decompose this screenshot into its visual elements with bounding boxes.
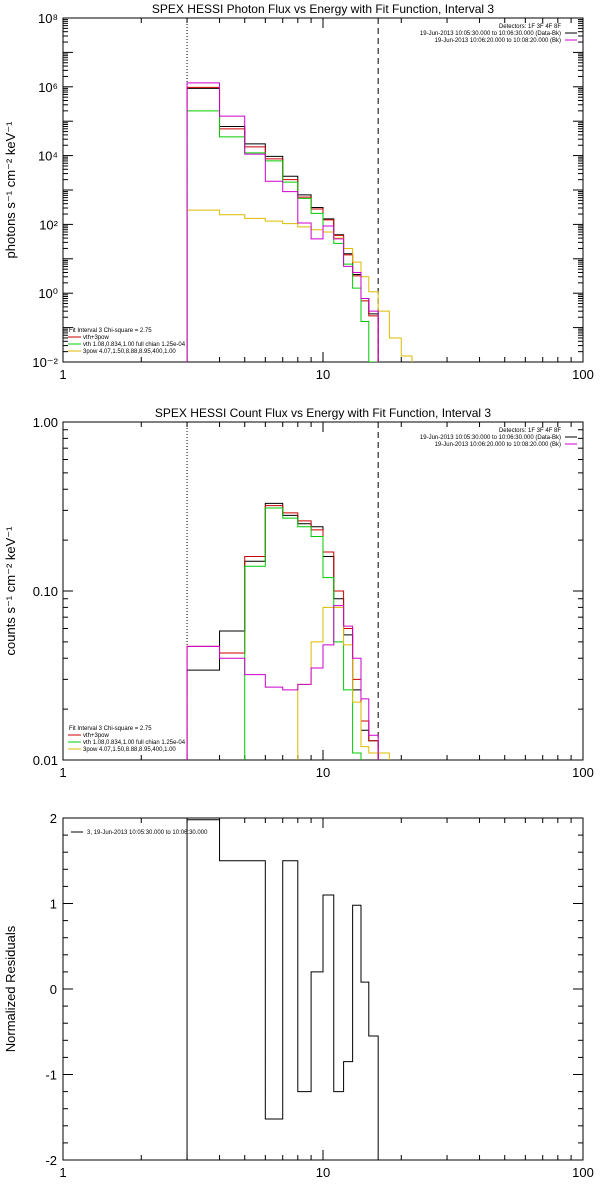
plot-panel-3: Normalized Residuals 1 10 100 -2 -1 0 1 2 3, 19-J… xyxy=(3,811,594,1180)
legend-entry: Detectors: 1F 3F 4F 8F xyxy=(499,24,561,30)
plot-frame xyxy=(62,421,584,761)
series-line-bk xyxy=(186,82,379,362)
x-axis: 1 10 100 xyxy=(59,18,594,382)
legend-entry: Fit Interval 3 Chi-square = 2.75 xyxy=(69,726,152,732)
legend-entry: 3pow 4.07,1.50,8.88,8.95,400,1.00 xyxy=(83,349,176,355)
x-tick-label: 1 xyxy=(59,765,66,780)
legend-entry: 3, 19-Jun-2013 10:05:30.000 to 10:06:30.… xyxy=(87,830,208,836)
y-tick-label: 10² xyxy=(39,217,58,232)
y-axis-label: photons s⁻¹ cm⁻² keV⁻¹ xyxy=(3,121,18,259)
legend-entry: Fit Interval 3 Chi-square = 2.75 xyxy=(69,328,152,334)
plot-frame xyxy=(62,817,584,1161)
x-axis: 1 10 100 xyxy=(59,818,594,1180)
y-axis-label: Normalized Residuals xyxy=(3,925,18,1052)
y-axis: 10⁻² 10⁰ 10² 10⁴ 10⁶ 10⁸ xyxy=(32,11,583,370)
series-line-data xyxy=(186,502,379,760)
series-group xyxy=(186,819,379,1160)
y-tick-label: 0.01 xyxy=(33,753,58,768)
x-tick-label: 10 xyxy=(316,765,330,780)
y-axis: 0.01 0.10 1.00 xyxy=(33,415,583,768)
y-tick-label: 0 xyxy=(50,982,57,997)
y-tick-label: 0.10 xyxy=(33,584,58,599)
y-tick-label: -1 xyxy=(45,1068,57,1083)
legend-entry: vth+3pow xyxy=(83,335,110,341)
y-tick-label: 1.00 xyxy=(33,415,58,430)
legend-entry: vth+3pow xyxy=(83,733,110,739)
plot-frame xyxy=(62,17,584,363)
x-tick-label: 100 xyxy=(572,367,594,382)
x-tick-label: 1 xyxy=(59,1165,66,1180)
legend-entry: 19-Jun-2013 10:05:30.000 to 10:06:30.000… xyxy=(420,435,561,441)
series-line-data xyxy=(186,87,379,362)
y-tick-label: -2 xyxy=(45,1153,57,1168)
chart-title: SPEX HESSI Count Flux vs Energy with Fit… xyxy=(155,406,491,420)
series-group xyxy=(186,502,390,760)
x-tick-label: 10 xyxy=(316,367,330,382)
series-line-pow xyxy=(297,606,390,760)
y-tick-label: 10⁶ xyxy=(38,80,58,95)
legend-entry: vth 1.08,0.834,1.00 full chian 1.25e-04 xyxy=(83,740,186,746)
x-tick-label: 1 xyxy=(59,367,66,382)
y-tick-label: 1 xyxy=(50,897,57,912)
legend-entry: 19-Jun-2013 10:05:30.000 to 10:06:30.000… xyxy=(420,31,561,37)
series-group xyxy=(186,82,413,362)
x-tick-label: 100 xyxy=(572,765,594,780)
y-tick-label: 10⁸ xyxy=(38,11,58,26)
plot-panel-1: SPEX HESSI Photon Flux vs Energy with Fi… xyxy=(3,2,594,382)
y-axis: -2 -1 0 1 2 xyxy=(45,811,583,1168)
plot-panel-2: SPEX HESSI Count Flux vs Energy with Fit… xyxy=(3,406,594,780)
legend-entry: 3pow 4.07,1.50,8.88,8.95,400,1.00 xyxy=(83,747,176,753)
legend-entry: Detectors: 1F 3F 4F 8F xyxy=(499,428,561,434)
legend-entry: 19-Jun-2013 10:06:20.000 to 10:08:20.000… xyxy=(435,442,561,448)
x-tick-label: 100 xyxy=(572,1165,594,1180)
series-line-vth xyxy=(244,507,362,760)
legend-entry: 19-Jun-2013 10:06:20.000 to 10:08:20.000… xyxy=(435,38,561,44)
legend-entry: vth 1.08,0.834,1.00 full chian 1.25e-04 xyxy=(83,342,186,348)
x-tick-label: 10 xyxy=(316,1165,330,1180)
y-tick-label: 2 xyxy=(50,811,57,826)
y-axis-label: counts s⁻¹ cm⁻² keV⁻¹ xyxy=(3,526,18,656)
y-tick-label: 10⁴ xyxy=(38,149,58,164)
chart-title: SPEX HESSI Photon Flux vs Energy with Fi… xyxy=(152,2,494,16)
series-line-model xyxy=(186,505,379,760)
series-line-model xyxy=(186,86,379,362)
series-line-vth xyxy=(186,110,379,362)
legend: 3, 19-Jun-2013 10:05:30.000 to 10:06:30.… xyxy=(71,830,208,836)
series-line-data xyxy=(186,819,379,1160)
series-line-bk xyxy=(186,605,379,760)
y-tick-label: 10⁰ xyxy=(38,286,58,301)
y-tick-label: 10⁻² xyxy=(32,355,58,370)
